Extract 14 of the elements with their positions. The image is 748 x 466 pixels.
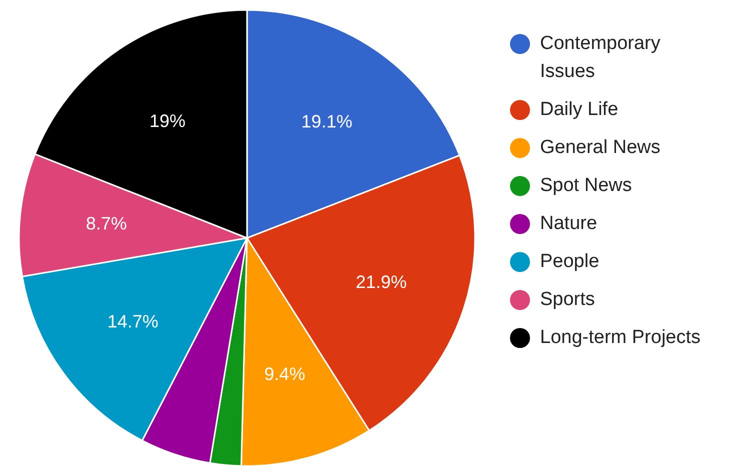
data-label: 9.4% [264,364,306,384]
data-label: 19.1% [301,111,352,132]
data-label: 8.7% [86,213,127,234]
legend-label: Sports [540,288,596,312]
data-label: 19% [150,111,186,132]
legend-label: Daily Life [540,98,620,122]
legend-label: Long-term Projects [540,326,702,350]
legend-label: Spot News [540,174,633,198]
legend-label: General News [540,136,662,160]
legend-label: Contemporary Issues [540,32,662,84]
data-label: 21.9% [356,272,407,292]
legend-label: Nature [540,212,598,236]
legend-label: People [540,250,600,274]
data-label: 14.7% [107,311,158,332]
